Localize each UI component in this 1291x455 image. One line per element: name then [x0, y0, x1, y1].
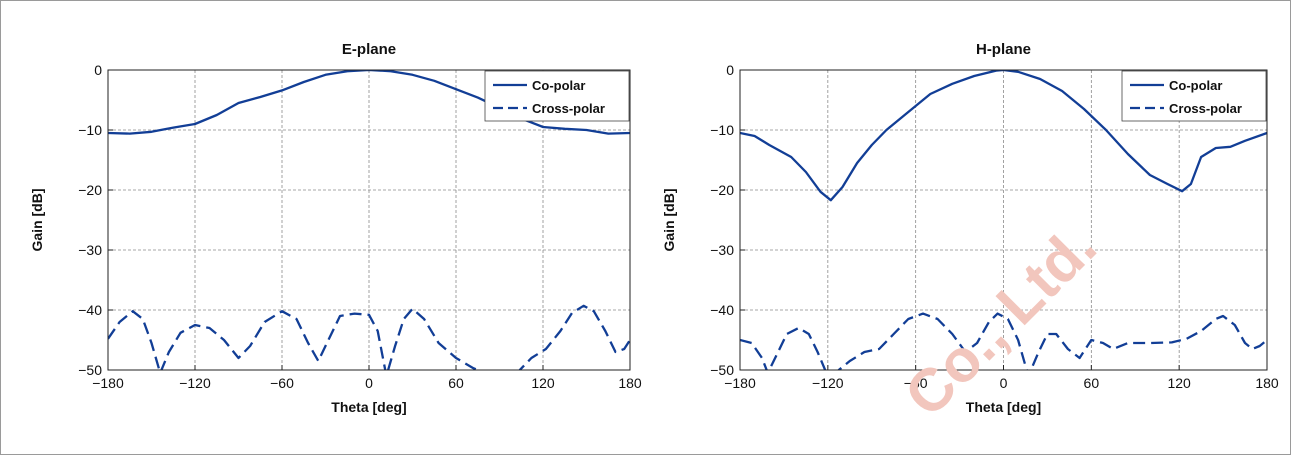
panel2-y-tick-label: −30	[710, 242, 734, 258]
panel1-x-tick-label: 120	[531, 375, 555, 391]
panel1-y-axis-label: Gain [dB]	[29, 189, 45, 252]
panel1-y-tick-label: −50	[78, 362, 102, 378]
panel2-y-tick-label: −40	[710, 302, 734, 318]
panel1-title: E-plane	[342, 41, 396, 58]
panel1-series-co-polar	[108, 70, 630, 135]
panel1-legend-label: Cross-polar	[532, 101, 605, 116]
panel2-y-tick-label: −20	[710, 182, 734, 198]
panel1-legend-box	[484, 70, 630, 122]
panel2-legend-label: Co-polar	[1169, 78, 1222, 93]
panel1-y-tick-label: −20	[78, 182, 102, 198]
panel1-x-tick-label: 60	[448, 375, 464, 391]
panel2-legend-box	[1121, 70, 1267, 122]
panel2-x-tick-label: 60	[1084, 375, 1100, 391]
panel1-y-tick-label: 0	[94, 62, 102, 78]
panel1-series-cross-polar	[108, 304, 630, 370]
panel2-y-tick-label: −10	[710, 122, 734, 138]
panel2-x-tick-label: 120	[1167, 375, 1191, 391]
panel1-x-tick-label: 0	[365, 375, 373, 391]
panel2-x-tick-label: −60	[904, 375, 928, 391]
panel1-legend-label: Co-polar	[532, 78, 585, 93]
watermark: Co., Ltd.	[892, 212, 1109, 429]
panel2-y-tick-label: 0	[726, 62, 734, 78]
panel1-x-tick-label: −60	[270, 375, 294, 391]
panel1-y-tick-label: −10	[78, 122, 102, 138]
panel2-x-tick-label: 180	[1255, 375, 1279, 391]
panel2-x-tick-label: −180	[724, 375, 756, 391]
panel2-series-cross-polar	[740, 312, 1267, 370]
panel1-x-tick-label: 180	[618, 375, 642, 391]
panel1-x-tick-label: −180	[92, 375, 124, 391]
panel1-y-tick-label: −30	[78, 242, 102, 258]
panel2-title: H-plane	[976, 41, 1031, 58]
panel2-y-axis-label: Gain [dB]	[661, 189, 677, 252]
panel1-y-tick-label: −40	[78, 302, 102, 318]
panel1-x-axis-label: Theta [deg]	[331, 399, 406, 415]
panel2-x-tick-label: −120	[812, 375, 844, 391]
panel2-x-tick-label: 0	[1000, 375, 1008, 391]
panel1-x-tick-label: −120	[179, 375, 211, 391]
panel2-x-axis-label: Theta [deg]	[966, 399, 1041, 415]
panel2-y-tick-label: −50	[710, 362, 734, 378]
panel2-legend-label: Cross-polar	[1169, 101, 1242, 116]
